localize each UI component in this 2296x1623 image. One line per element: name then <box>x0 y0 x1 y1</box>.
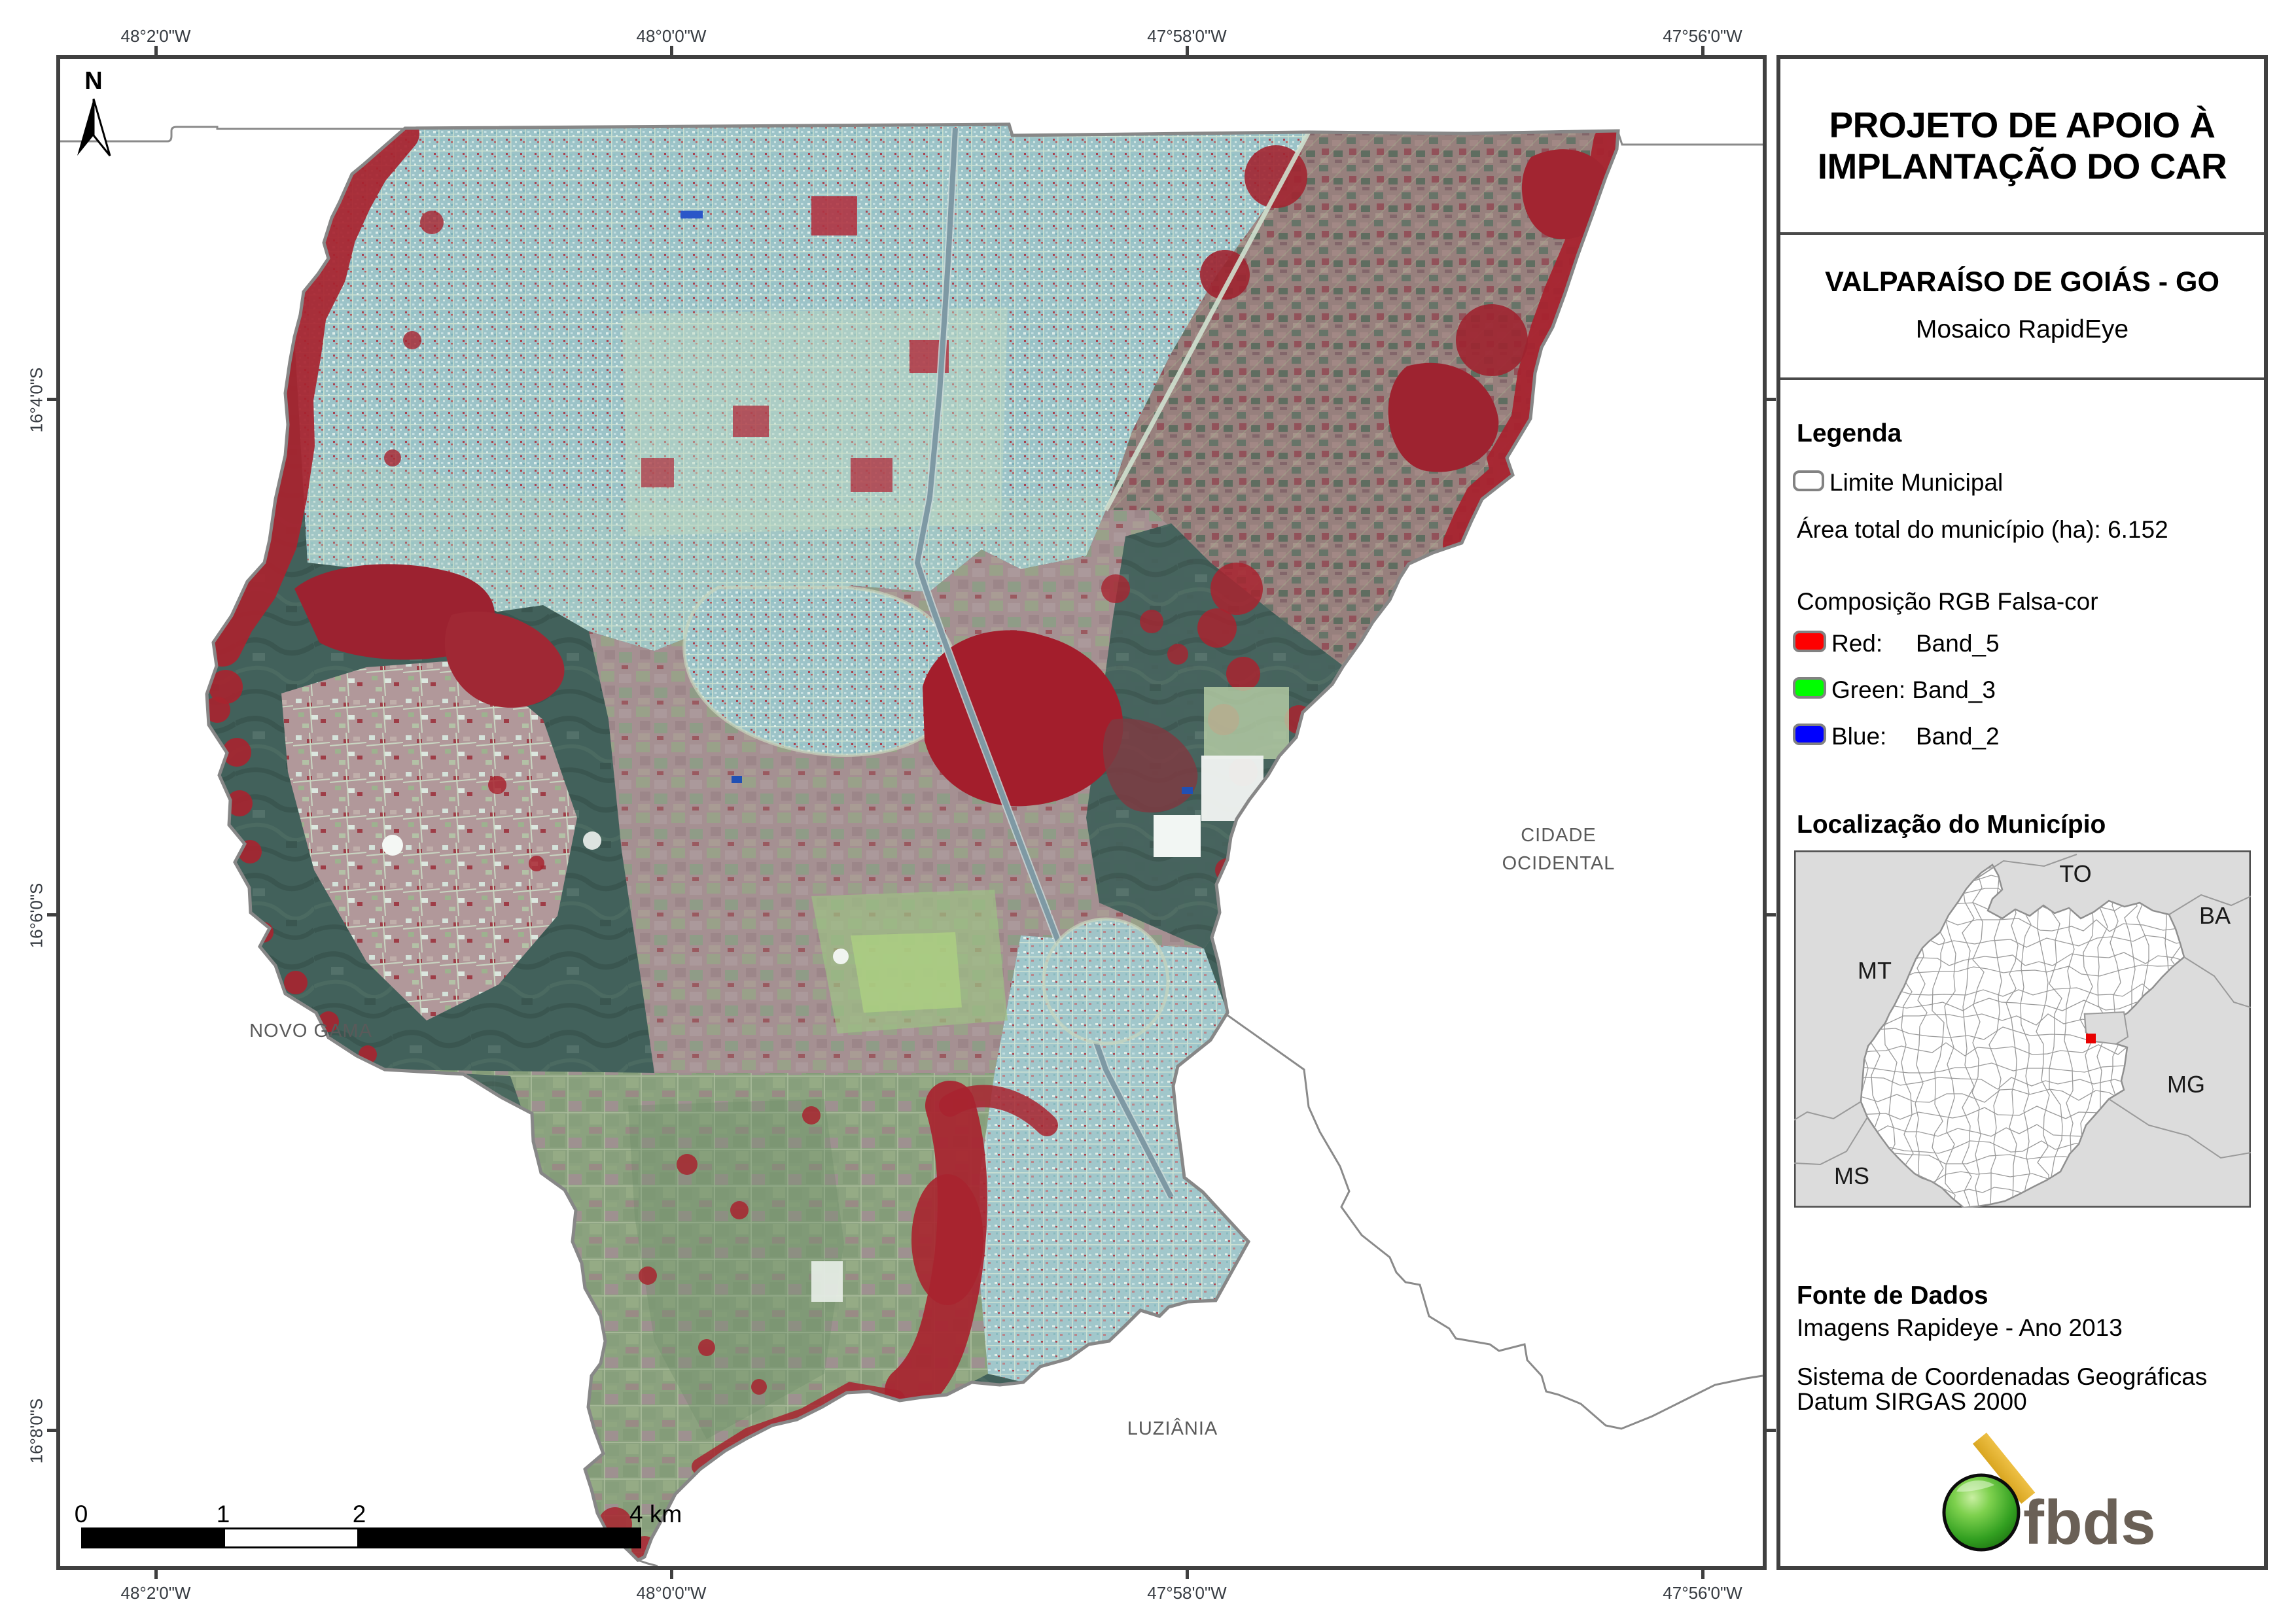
svg-text:MS: MS <box>1834 1162 1869 1189</box>
svg-text:BA: BA <box>2199 902 2231 929</box>
svg-text:MG: MG <box>2167 1071 2205 1098</box>
svg-text:MT: MT <box>1858 957 1892 984</box>
svg-text:TO: TO <box>2059 860 2091 887</box>
svg-text:fbds: fbds <box>2023 1488 2156 1558</box>
